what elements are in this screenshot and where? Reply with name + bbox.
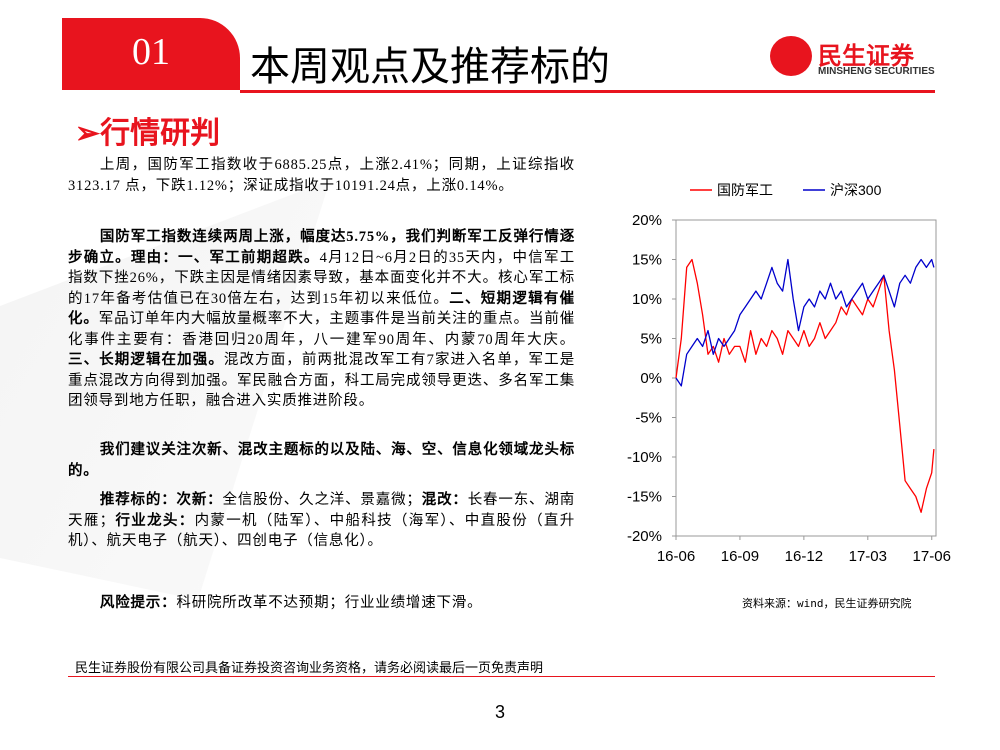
series-line: [675, 258, 935, 387]
y-tick-label: -10%: [627, 449, 662, 466]
bold-text: 二、短期逻辑有催化。: [68, 290, 575, 328]
text: 军品订单年内大幅放量概率不大，主题事件是当前关注的重点。当前催化事件主要有：香港…: [68, 311, 575, 348]
text: 科研院所改革不达预期；行业业绩增速下滑。: [176, 595, 483, 611]
text: 混改方面，前两批混改军工有7家进入名单，军工是重点混改方向得到加强。军民融合方面…: [68, 352, 575, 409]
footer-rule: [68, 676, 935, 677]
page-number: 3: [494, 702, 505, 722]
x-tick-label: 16-09: [721, 548, 759, 565]
bold-text: 混改：: [421, 492, 468, 508]
page-title: 本周观点及推荐标的: [250, 44, 610, 89]
y-tick-label: 0%: [640, 370, 662, 387]
plot-frame: [675, 219, 937, 537]
logo-name: 民生证券: [818, 43, 914, 70]
bold-text: 三、长期逻辑在加强。: [68, 352, 224, 368]
bold-text: 推荐标的：次新：: [99, 492, 223, 508]
y-tick-label: -5%: [635, 410, 662, 427]
paragraph: 风险提示：科研院所改革不达预期；行业业绩增速下滑。: [68, 593, 575, 614]
text: 内蒙一机（陆军）、中船科技（海军）、中直股份（直升机）、航天电子（航天）、四创电…: [68, 512, 576, 550]
bold-text: 国防军工指数连续两周上涨，幅度达5.75%，我们判断军工反弹行情逐步确立。理由：…: [68, 229, 575, 266]
section-title: ➢行情研判: [75, 117, 221, 150]
legend-label: 沪深300: [830, 182, 882, 198]
text: 上周，国防军工指数收于6885.25点，上涨2.41%；同期，上证综指收3123…: [68, 157, 575, 194]
title-rule: [240, 90, 935, 93]
bold-text: 风险提示：: [99, 595, 177, 611]
x-tick-label: 17-03: [849, 548, 887, 565]
text: 全信股份、久之洋、景嘉微；: [222, 492, 422, 508]
paragraph: 推荐标的：次新：全信股份、久之洋、景嘉微；混改：长春一东、湖南天雁；行业龙头：内…: [68, 490, 575, 552]
text: 长春一东、湖南天雁；: [68, 492, 575, 529]
y-tick-label: 20%: [632, 212, 662, 229]
y-tick-label: -15%: [627, 489, 662, 506]
y-tick-label: 10%: [632, 291, 662, 308]
legend-label: 国防军工: [717, 182, 773, 198]
x-tick-label: 17-06: [913, 548, 951, 565]
logo-sub: MINSHENG SECURITIES: [818, 66, 935, 77]
paragraph: 我们建议关注次新、混改主题标的以及陆、海、空、信息化领域龙头标的。: [68, 440, 575, 481]
paragraph: 国防军工指数连续两周上涨，幅度达5.75%，我们判断军工反弹行情逐步确立。理由：…: [68, 227, 575, 412]
x-tick-label: 16-12: [785, 548, 823, 565]
number-tab: [62, 18, 240, 90]
series-line: [675, 258, 935, 513]
bold-text: 我们建议关注次新、混改主题标的以及陆、海、空、信息化领域龙头标的。: [68, 442, 575, 479]
logo-mark: [770, 36, 812, 76]
text: 4月12日~6月2日的35天内，中信军工指数下挫26%，下跌主因是情绪因素导致，…: [68, 249, 575, 307]
disclaimer: 民生证券股份有限公司具备证券投资咨询业务资格，请务必阅读最后一页免责声明: [75, 660, 544, 675]
section-number: 01: [132, 31, 170, 73]
y-tick-label: 5%: [640, 331, 662, 348]
paragraph: 上周，国防军工指数收于6885.25点，上涨2.41%；同期，上证综指收3123…: [68, 155, 575, 196]
y-tick-label: 15%: [632, 252, 662, 269]
source: 资料来源：wind，民生证券研究院: [742, 597, 912, 610]
y-tick-label: -20%: [627, 528, 662, 545]
x-tick-label: 16-06: [657, 548, 695, 565]
bold-text: 行业龙头：: [114, 512, 195, 529]
